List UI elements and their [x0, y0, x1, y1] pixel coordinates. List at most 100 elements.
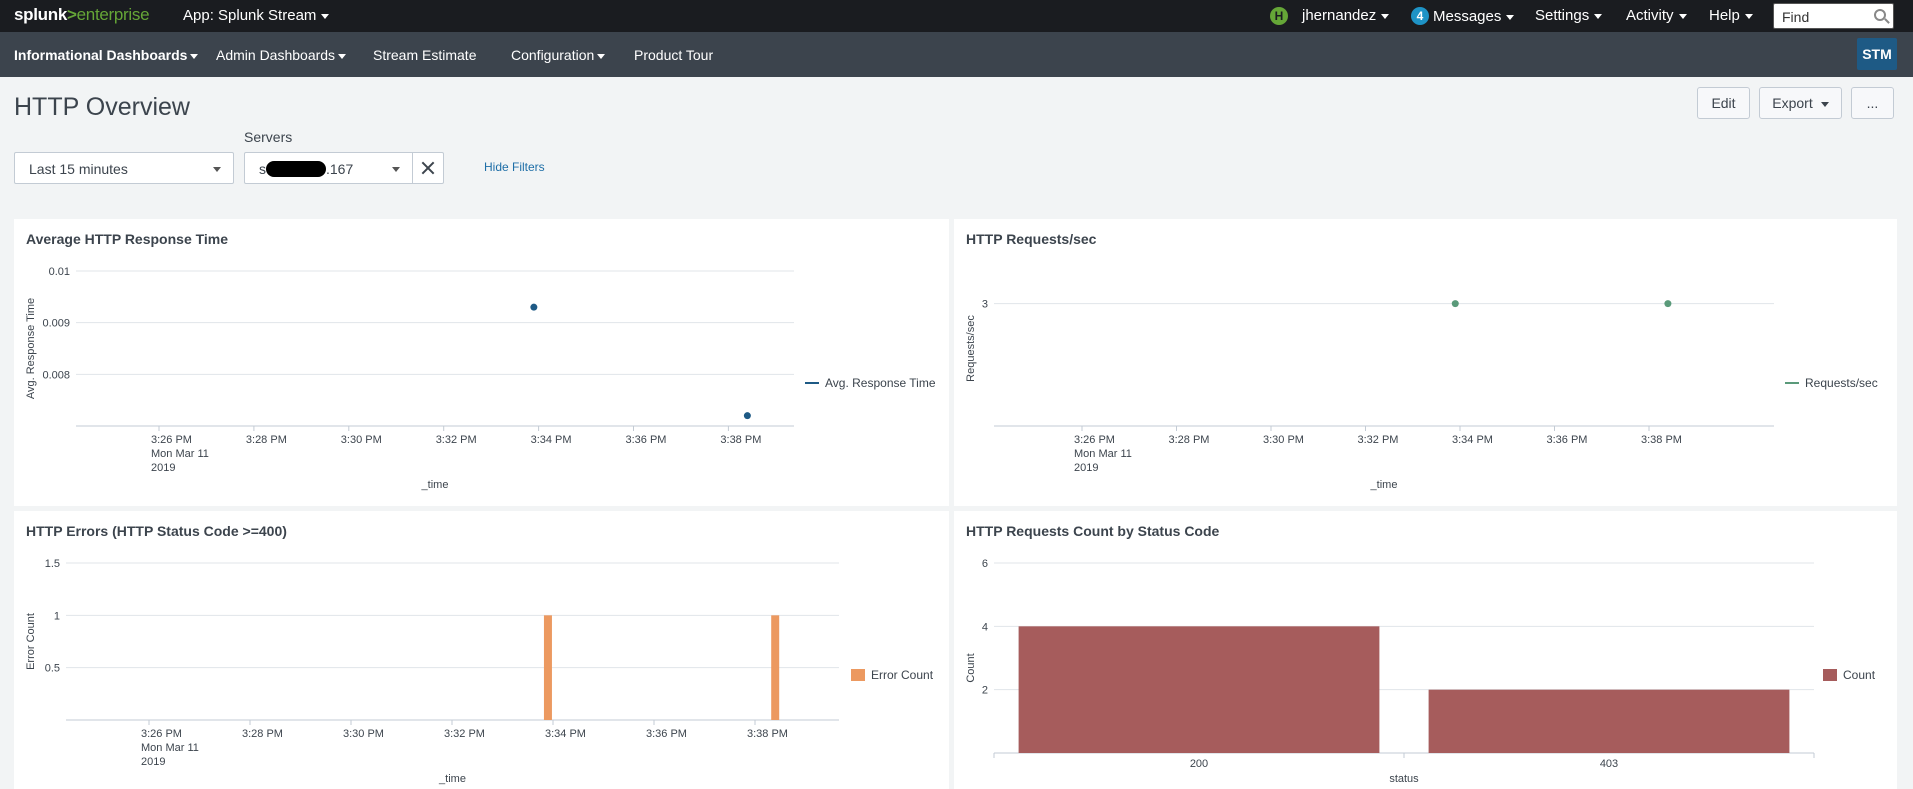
- legend-label: Error Count: [871, 668, 934, 682]
- activity-menu[interactable]: Activity: [1626, 7, 1687, 24]
- x-tick-label: 3:26 PM: [1074, 434, 1115, 446]
- servers-value-prefix: s: [259, 161, 266, 177]
- avg-response-time-chart: 0.01 0.009 0.008 3:26 PM 3:28 PM 3:30 PM 3:32 …: [25, 266, 936, 491]
- nav-label: Configuration: [511, 47, 595, 63]
- x-tick-label: 3:38 PM: [747, 728, 788, 740]
- x-tick-sublabel: 2019: [141, 756, 165, 768]
- servers-label: Servers: [244, 129, 293, 145]
- nav-configuration[interactable]: Configuration: [511, 47, 606, 63]
- settings-menu[interactable]: Settings: [1535, 7, 1603, 24]
- x-tick-sublabel: 2019: [1074, 462, 1098, 474]
- x-tick-label: 3:34 PM: [1452, 434, 1493, 446]
- find-placeholder: Find: [1782, 9, 1810, 25]
- x-tick-sublabel: Mon Mar 11: [141, 742, 199, 754]
- chevron-down-icon: [338, 53, 347, 59]
- clear-servers-button[interactable]: [412, 152, 444, 184]
- more-actions-button[interactable]: ...: [1851, 87, 1894, 119]
- settings-label: Settings: [1535, 7, 1590, 24]
- splunk-logo[interactable]: splunk>enterprise: [14, 5, 150, 25]
- y-tick-label: 1.5: [45, 558, 60, 570]
- chevron-down-icon: [1678, 13, 1687, 19]
- x-tick-label: 3:30 PM: [341, 434, 382, 446]
- user-menu[interactable]: jhernandez: [1302, 7, 1390, 24]
- edit-button[interactable]: Edit: [1697, 87, 1750, 119]
- y-tick-label: 0.01: [49, 266, 70, 278]
- x-tick-label: 3:34 PM: [531, 434, 572, 446]
- close-icon: [422, 162, 434, 174]
- user-avatar[interactable]: H: [1270, 7, 1288, 25]
- chevron-down-icon: [392, 167, 400, 172]
- avg-response-time-panel: Average HTTP Response Time 0.01 0.009 0.00…: [14, 219, 949, 506]
- x-tick-label: 3:28 PM: [1169, 434, 1210, 446]
- chevron-down-icon: [213, 167, 221, 172]
- logo-sub: enterprise: [76, 5, 150, 24]
- status-code-count-panel: HTTP Requests Count by Status Code 6 4 2 20…: [954, 511, 1897, 789]
- chevron-down-icon: [1820, 101, 1829, 107]
- export-label: Export: [1772, 95, 1813, 111]
- legend-swatch: [1823, 669, 1837, 681]
- search-icon[interactable]: [1874, 9, 1886, 21]
- x-tick-label: 3:38 PM: [720, 434, 761, 446]
- y-tick-label: 0.008: [42, 369, 70, 381]
- y-axis-title: Error Count: [25, 613, 37, 670]
- chevron-down-icon: [1506, 14, 1515, 20]
- nav-product-tour[interactable]: Product Tour: [634, 47, 713, 63]
- messages-count-badge: 4: [1411, 7, 1429, 25]
- x-tick-label: 3:26 PM: [141, 728, 182, 740]
- legend-label: Count: [1843, 668, 1876, 682]
- x-tick-label: 3:32 PM: [436, 434, 477, 446]
- y-axis-title: Requests/sec: [965, 315, 977, 382]
- y-tick-label: 1: [54, 610, 60, 622]
- x-tick-label: 3:32 PM: [444, 728, 485, 740]
- nav-admin-dashboards[interactable]: Admin Dashboards: [216, 47, 347, 63]
- data-bar: [1018, 626, 1380, 753]
- export-button[interactable]: Export: [1759, 87, 1842, 119]
- status-code-count-chart: 6 4 2 200 403 status Count Count: [965, 558, 1876, 785]
- nav-label: Product Tour: [634, 47, 714, 63]
- chevron-down-icon: [1381, 13, 1390, 19]
- x-axis-title: _time: [421, 479, 449, 491]
- messages-menu[interactable]: 4 Messages: [1411, 7, 1515, 25]
- help-menu[interactable]: Help: [1709, 7, 1753, 24]
- requests-per-sec-panel: HTTP Requests/sec 3 3:26 PM 3:28 PM 3:30 PM…: [954, 219, 1897, 506]
- x-tick-sublabel: Mon Mar 11: [151, 448, 209, 460]
- chevron-down-icon: [190, 53, 199, 59]
- x-tick-label: 200: [1190, 758, 1208, 770]
- y-tick-label: 4: [982, 621, 988, 633]
- activity-label: Activity: [1626, 7, 1674, 24]
- x-tick-label: 3:36 PM: [1547, 434, 1588, 446]
- data-point: [1664, 300, 1672, 308]
- panel-title: HTTP Errors (HTTP Status Code >=400): [26, 523, 287, 539]
- x-tick-label: 3:30 PM: [343, 728, 384, 740]
- app-badge[interactable]: STM: [1857, 38, 1897, 70]
- legend-swatch: [851, 669, 865, 681]
- nav-label: Admin Dashboards: [216, 47, 336, 63]
- x-tick-label: 3:36 PM: [626, 434, 667, 446]
- chevron-down-icon: [321, 13, 330, 19]
- time-range-value: Last 15 minutes: [29, 161, 128, 177]
- redaction-mark: [266, 161, 326, 177]
- time-range-picker[interactable]: Last 15 minutes: [14, 152, 234, 184]
- find-input[interactable]: Find: [1773, 3, 1894, 29]
- edit-label: Edit: [1711, 95, 1736, 111]
- hide-filters-link[interactable]: Hide Filters: [484, 160, 545, 174]
- legend-label: Requests/sec: [1805, 376, 1878, 390]
- x-tick-label: 3:28 PM: [246, 434, 287, 446]
- servers-select[interactable]: s .167: [244, 152, 413, 184]
- app-menu[interactable]: App: Splunk Stream: [183, 7, 330, 24]
- x-tick-label: 3:28 PM: [242, 728, 283, 740]
- y-tick-label: 6: [982, 558, 988, 570]
- x-axis-title: _time: [438, 773, 466, 785]
- x-axis-title: status: [1389, 773, 1419, 785]
- more-label: ...: [1866, 95, 1879, 111]
- nav-stream-estimate[interactable]: Stream Estimate: [373, 47, 476, 63]
- x-tick-label: 3:32 PM: [1358, 434, 1399, 446]
- page-title: HTTP Overview: [14, 93, 190, 121]
- nav-informational-dashboards[interactable]: Informational Dashboards: [14, 47, 199, 63]
- y-tick-label: 0.5: [45, 663, 60, 675]
- x-tick-label: 403: [1600, 758, 1618, 770]
- app-nav-bar: Informational Dashboards Admin Dashboard…: [0, 32, 1913, 77]
- servers-value-suffix: .167: [326, 161, 354, 177]
- y-tick-label: 3: [982, 299, 988, 311]
- data-bar: [1428, 689, 1790, 753]
